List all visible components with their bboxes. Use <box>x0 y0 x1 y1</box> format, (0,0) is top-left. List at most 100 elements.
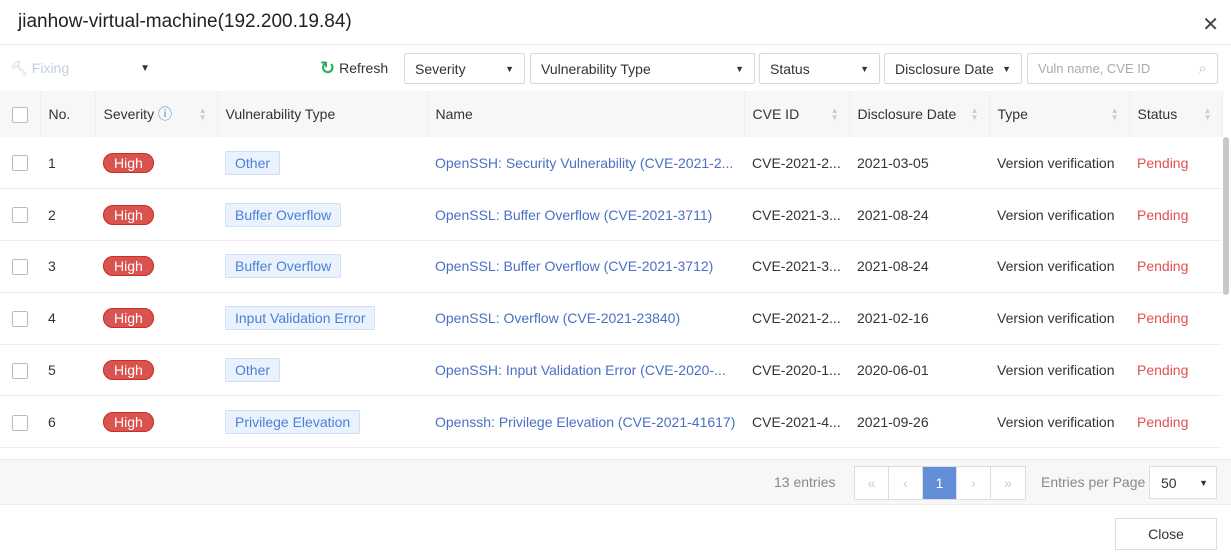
dialog-header: jianhow-virtual-machine(192.200.19.84) ✕ <box>0 0 1231 45</box>
table-row: 2 High Buffer Overflow OpenSSL: Buffer O… <box>0 188 1222 242</box>
vulnerability-name-link[interactable]: OpenSSH: Input Validation Error (CVE-202… <box>427 344 744 397</box>
vulnerability-type-tag: Buffer Overflow <box>225 202 342 227</box>
severity-filter[interactable]: Severity ▼ <box>404 53 525 84</box>
sort-icon[interactable]: ▲ ▼ <box>830 106 839 122</box>
table-row: 5 High Other OpenSSH: Input Validation E… <box>0 344 1222 397</box>
refresh-icon: ↻ <box>320 57 336 78</box>
disclosure-date: 2020-06-01 <box>849 344 989 397</box>
table-row: 1 High Other OpenSSH: Security Vulnerabi… <box>0 137 1222 190</box>
vulnerability-name-link[interactable]: Openssh: Privilege Elevation (CVE-2021-4… <box>427 395 744 449</box>
close-button[interactable]: Close <box>1115 518 1217 550</box>
severity-badge: High <box>103 308 154 329</box>
cve-id: CVE-2021-3... <box>744 240 849 293</box>
row-checkbox[interactable] <box>12 362 28 379</box>
entries-per-page-select[interactable]: 50 ▼ <box>1149 466 1217 499</box>
cve-id: CVE-2021-4... <box>744 395 849 449</box>
row-no: 3 <box>40 240 95 293</box>
vulnerability-type-tag: Other <box>225 150 281 175</box>
caret-down-icon: ▼ <box>735 63 744 74</box>
severity-badge: High <box>103 204 154 225</box>
table-row: 3 High Buffer Overflow OpenSSL: Buffer O… <box>0 240 1222 293</box>
status-filter[interactable]: Status ▼ <box>759 53 880 84</box>
row-checkbox[interactable] <box>12 155 28 172</box>
cve-id: CVE-2021-3... <box>744 188 849 242</box>
info-icon[interactable]: ⓘ <box>157 106 172 122</box>
disclosure-date: 2021-08-24 <box>849 188 989 242</box>
page-1-button[interactable]: 1 <box>923 467 957 499</box>
status: Pending <box>1129 395 1222 449</box>
row-checkbox[interactable] <box>12 414 28 431</box>
sort-icon[interactable]: ▲ ▼ <box>1203 106 1212 122</box>
per-page-value: 50 <box>1161 474 1177 491</box>
status: Pending <box>1129 240 1222 293</box>
row-checkbox[interactable] <box>12 310 28 327</box>
scrollbar[interactable] <box>1223 137 1229 295</box>
fixing-button[interactable]: 🔨︎ Fixing ▼ <box>10 60 150 77</box>
table-row: 4 High Input Validation Error OpenSSL: O… <box>0 292 1222 345</box>
column-disclosure-date[interactable]: Disclosure Date ▲ ▼ <box>849 91 990 137</box>
vulnerability-type-tag: Input Validation Error <box>225 306 376 331</box>
column-cve-id[interactable]: CVE ID ▲ ▼ <box>744 91 850 137</box>
vulnerability-name-link[interactable]: OpenSSL: Buffer Overflow (CVE-2021-3712) <box>427 240 744 293</box>
table-header: No. Severity ⓘ ▲ ▼ Vulnerability Type Name… <box>0 91 1223 137</box>
search-icon[interactable]: ⌕ <box>1198 60 1207 77</box>
type: Version verification <box>989 137 1129 190</box>
fixing-label: Fixing <box>31 60 70 76</box>
cve-id: CVE-2020-1... <box>744 344 849 397</box>
type: Version verification <box>989 292 1129 345</box>
select-all-checkbox[interactable] <box>12 106 28 123</box>
type: Version verification <box>989 344 1129 397</box>
row-no: 6 <box>40 395 95 449</box>
disclosure-date: 2021-02-16 <box>849 292 989 345</box>
pagination-bar: 13 entries « ‹ 1 › » Entries per Page 50… <box>0 459 1231 505</box>
column-status[interactable]: Status ▲ ▼ <box>1129 91 1223 137</box>
cve-id: CVE-2021-2... <box>744 292 849 345</box>
close-icon[interactable]: ✕ <box>1202 14 1219 36</box>
row-no: 1 <box>40 137 95 190</box>
last-page-button[interactable]: » <box>991 467 1025 499</box>
vulnerability-table: No. Severity ⓘ ▲ ▼ Vulnerability Type Name… <box>0 91 1223 449</box>
toolbar: 🔨︎ Fixing ▼ ↻ Refresh Severity ▼ Vulnerab… <box>0 45 1231 91</box>
severity-badge: High <box>103 152 154 173</box>
column-type[interactable]: Type ▲ ▼ <box>989 91 1130 137</box>
vulnerability-type-filter[interactable]: Vulnerability Type ▼ <box>530 53 755 84</box>
caret-down-icon[interactable]: ▼ <box>140 62 150 74</box>
row-checkbox[interactable] <box>12 207 28 224</box>
caret-down-icon: ▼ <box>1199 477 1208 488</box>
type: Version verification <box>989 240 1129 293</box>
vulnerability-name-link[interactable]: OpenSSH: Security Vulnerability (CVE-202… <box>427 137 744 190</box>
column-severity[interactable]: Severity ⓘ ▲ ▼ <box>95 91 218 137</box>
disclosure-date: 2021-08-24 <box>849 240 989 293</box>
first-page-button[interactable]: « <box>855 467 889 499</box>
search-input[interactable] <box>1038 61 1188 76</box>
prev-page-button[interactable]: ‹ <box>889 467 923 499</box>
disclosure-date: 2021-03-05 <box>849 137 989 190</box>
severity-badge: High <box>103 360 154 381</box>
vulnerability-name-link[interactable]: OpenSSL: Buffer Overflow (CVE-2021-3711) <box>427 188 744 242</box>
caret-down-icon: ▼ <box>1002 63 1011 74</box>
row-checkbox[interactable] <box>12 259 28 276</box>
cve-id: CVE-2021-2... <box>744 137 849 190</box>
entries-per-page-label: Entries per Page <box>1041 474 1146 490</box>
filter-label: Vulnerability Type <box>541 60 651 77</box>
pagination: « ‹ 1 › » <box>854 466 1026 500</box>
disclosure-date-filter[interactable]: Disclosure Date ▼ <box>884 53 1022 84</box>
caret-down-icon: ▼ <box>505 63 514 74</box>
vulnerability-name-link[interactable]: OpenSSL: Overflow (CVE-2021-23840) <box>427 292 744 345</box>
vulnerability-type-tag: Buffer Overflow <box>225 254 342 279</box>
search-box: ⌕ <box>1027 53 1218 84</box>
sort-icon[interactable]: ▲ ▼ <box>198 106 207 122</box>
next-page-button[interactable]: › <box>957 467 991 499</box>
sort-icon[interactable]: ▲ ▼ <box>970 106 979 122</box>
table-row: 6 High Privilege Elevation Openssh: Priv… <box>0 395 1222 449</box>
refresh-button[interactable]: ↻ Refresh <box>320 58 388 79</box>
column-vulnerability-type: Vulnerability Type <box>217 91 428 137</box>
filter-label: Severity <box>415 60 466 77</box>
disclosure-date: 2021-09-26 <box>849 395 989 449</box>
sort-icon[interactable]: ▲ ▼ <box>1110 106 1119 122</box>
column-name: Name <box>427 91 745 137</box>
severity-badge: High <box>103 411 154 432</box>
dialog-title: jianhow-virtual-machine(192.200.19.84) <box>18 11 352 32</box>
caret-down-icon: ▼ <box>860 63 869 74</box>
type: Version verification <box>989 395 1129 449</box>
